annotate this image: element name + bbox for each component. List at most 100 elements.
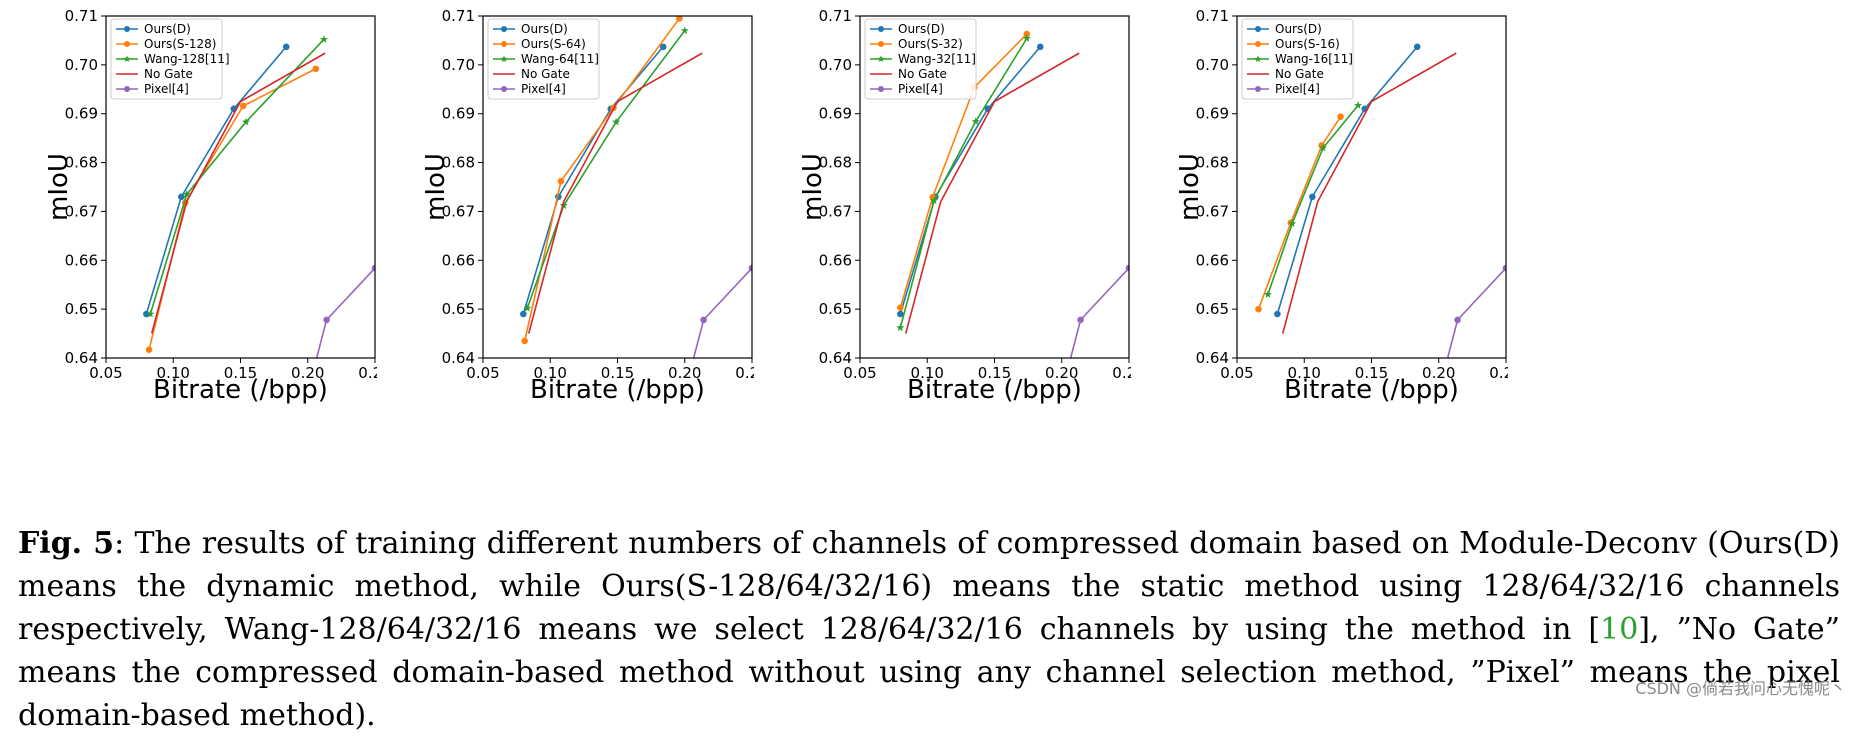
data-point-ours-s-64: [521, 337, 528, 345]
data-point-wang-16-11: [1319, 143, 1328, 152]
legend-marker-pixel-4: [1255, 86, 1261, 92]
legend-marker-ours-d: [1255, 26, 1261, 32]
y-tick-label: 0.67: [819, 202, 852, 220]
chart-2: 0.64 0.65 0.66 0.67 0.68 0.69 0.70 0.71 0.05 0.10…: [421, 7, 754, 405]
x-axis-title: Bitrate (/bpp): [1284, 375, 1459, 405]
y-tick-label: 0.65: [819, 300, 852, 318]
data-point-wang-32-11: [896, 323, 905, 332]
legend-label-wang-16-11: Wang-16[11]: [1275, 52, 1353, 66]
series-line-no-gate: [904, 52, 1080, 334]
legend-label-ours-d: Ours(D): [521, 22, 568, 36]
data-point-pixel-4: [1077, 316, 1084, 324]
legend-marker-ours-s-128: [124, 41, 130, 47]
chart-1: 0.64 0.65 0.66 0.67 0.68 0.69 0.70 0.71 0.05 0.10…: [44, 7, 377, 405]
series-line-no-gate: [150, 52, 326, 334]
legend-marker-wang-64-11: [500, 55, 508, 63]
y-tick-label: 0.71: [1196, 7, 1229, 25]
y-tick-label: 0.69: [65, 105, 98, 123]
data-point-ours-s-128: [239, 102, 247, 110]
x-tick-label: 0.15: [601, 364, 634, 382]
data-point-pixel-4: [1454, 316, 1461, 324]
figure-label: Fig. 5: [18, 526, 115, 561]
legend-marker-ours-d: [124, 26, 130, 32]
data-point-wang-32-11: [929, 196, 938, 205]
data-point-pixel-4: [700, 316, 707, 324]
x-tick-label: 0.15: [978, 364, 1011, 382]
series-line-no-gate: [527, 52, 703, 334]
legend-label-wang-32-11: Wang-32[11]: [898, 52, 976, 66]
legend-label-wang-64-11: Wang-64[11]: [521, 52, 599, 66]
data-point-wang-64-11: [559, 201, 568, 209]
data-point-ours-s-64: [676, 16, 683, 22]
y-tick-label: 0.70: [819, 56, 852, 74]
y-tick-label: 0.67: [65, 202, 98, 220]
legend-marker-ours-s-32: [878, 41, 884, 47]
legend-label-no-gate: No Gate: [144, 67, 193, 81]
data-point-wang-64-11: [680, 26, 689, 35]
series-line-wang-64-11: [526, 30, 686, 309]
x-tick-label: 0.25: [1112, 364, 1131, 382]
x-axis-title: Bitrate (/bpp): [153, 375, 328, 405]
y-axis-title: mIoU: [1175, 153, 1205, 221]
series-group: [143, 35, 375, 358]
x-tick-label: 0.05: [843, 364, 876, 382]
series-line-wang-128-11: [149, 38, 325, 315]
data-point-ours-d: [897, 310, 904, 318]
series-line-wang-32-11: [899, 38, 1028, 328]
y-tick-label: 0.71: [65, 7, 98, 25]
legend-marker-pixel-4: [124, 86, 130, 92]
series-line-ours-d: [1276, 46, 1418, 315]
legend-label-ours-s-128: Ours(S-128): [144, 37, 216, 51]
legend-marker-wang-32-11: [877, 55, 885, 63]
data-point-ours-d: [143, 310, 150, 318]
y-axis-title: mIoU: [798, 153, 828, 221]
x-tick-label: 0.20: [1045, 364, 1078, 382]
legend-label-ours-d: Ours(D): [1275, 22, 1322, 36]
axes-frame: [105, 15, 376, 359]
data-point-ours-s-128: [312, 65, 320, 73]
series-line-ours-d: [522, 46, 664, 315]
x-tick-label: 0.10: [1288, 364, 1321, 382]
legend: Ours(D)Ours(S-16)Wang-16[11]No GatePixel…: [1241, 18, 1354, 100]
legend-marker-wang-128-11: [123, 55, 131, 63]
data-point-wang-16-11: [1354, 101, 1363, 109]
legend-label-no-gate: No Gate: [1275, 67, 1324, 81]
y-tick-label: 0.66: [442, 251, 475, 269]
data-point-ours-s-32: [897, 304, 904, 311]
legend-marker-ours-d: [878, 26, 884, 32]
y-tick-label: 0.68: [1196, 154, 1229, 172]
legend: Ours(D)Ours(S-64)Wang-64[11]No GatePixel…: [487, 18, 600, 100]
y-axis-title: mIoU: [421, 153, 451, 221]
legend-label-pixel-4: Pixel[4]: [898, 82, 943, 96]
x-tick-label: 0.20: [291, 364, 324, 382]
x-tick-label: 0.25: [1489, 364, 1508, 382]
y-tick-label: 0.67: [442, 202, 475, 220]
y-tick-label: 0.71: [819, 7, 852, 25]
series-line-ours-s-64: [523, 17, 681, 342]
data-point-wang-16-11: [1288, 219, 1297, 228]
y-tick-label: 0.64: [819, 349, 852, 367]
caption-reference-link[interactable]: 10: [1600, 612, 1639, 647]
y-tick-label: 0.64: [65, 349, 98, 367]
data-point-wang-128-11: [182, 190, 191, 198]
legend-label-ours-d: Ours(D): [144, 22, 191, 36]
legend-label-ours-d: Ours(D): [898, 22, 945, 36]
x-axis-title: Bitrate (/bpp): [530, 375, 705, 405]
y-tick-label: 0.67: [1196, 202, 1229, 220]
x-tick-label: 0.05: [466, 364, 499, 382]
data-point-ours-d: [1274, 310, 1281, 318]
data-point-ours-s-64: [557, 177, 565, 185]
data-point-ours-d: [659, 43, 667, 51]
caption-text-part-1: : The results of training different numb…: [18, 526, 1841, 647]
data-point-pixel-4: [323, 316, 330, 324]
y-tick-label: 0.68: [65, 154, 98, 172]
y-tick-label: 0.66: [1196, 251, 1229, 269]
watermark: CSDN @倘若我问心无愧呢丶: [1635, 679, 1846, 698]
legend-label-ours-s-16: Ours(S-16): [1275, 37, 1340, 51]
chart-4: 0.64 0.65 0.66 0.67 0.68 0.69 0.70 0.71 0.05 0.10…: [1175, 7, 1508, 405]
series-line-ours-d: [899, 46, 1041, 315]
y-tick-label: 0.69: [442, 105, 475, 123]
y-tick-label: 0.64: [442, 349, 475, 367]
y-tick-label: 0.70: [1196, 56, 1229, 74]
y-tick-label: 0.69: [819, 105, 852, 123]
